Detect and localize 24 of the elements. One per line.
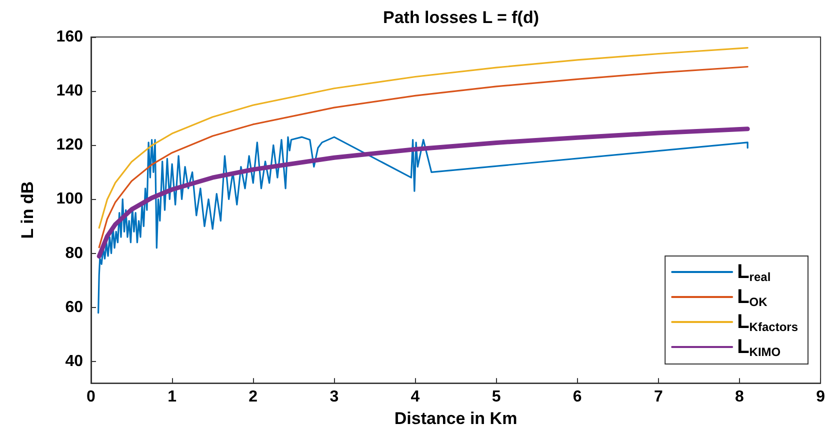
x-tick-label: 8 <box>735 388 744 406</box>
x-tick-label: 6 <box>572 388 582 406</box>
x-tick-label: 4 <box>410 388 420 406</box>
y-tick-label: 100 <box>56 190 84 208</box>
x-tick-label: 3 <box>330 388 339 406</box>
y-tick-label: 140 <box>56 82 84 100</box>
y-tick-label: 60 <box>65 298 84 316</box>
x-tick-label: 9 <box>816 388 826 406</box>
chart-title: Path losses L = f(d) <box>382 8 540 27</box>
y-axis-title: L in dB <box>18 181 37 239</box>
y-tick-label: 40 <box>65 352 84 370</box>
x-tick-label: 5 <box>492 388 501 406</box>
line-series <box>98 47 748 229</box>
x-tick-label: 0 <box>86 388 96 406</box>
y-tick-label: 120 <box>56 136 84 154</box>
x-tick-label: 2 <box>248 388 258 406</box>
line-series <box>97 136 748 314</box>
line-series <box>98 66 748 248</box>
line-series <box>96 126 750 259</box>
x-tick-label: 7 <box>654 388 663 406</box>
x-tick-label: 1 <box>168 388 177 406</box>
y-tick-label: 160 <box>56 28 84 46</box>
x-axis-title: Distance in Km <box>394 409 518 428</box>
y-tick-label: 80 <box>65 244 84 262</box>
